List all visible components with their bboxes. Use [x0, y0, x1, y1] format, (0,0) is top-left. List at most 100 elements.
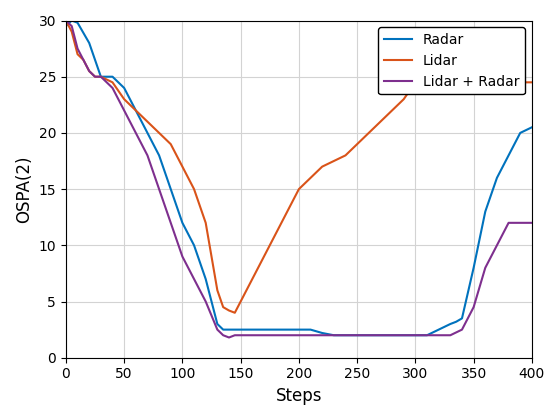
Lidar + Radar — [156, 186, 162, 192]
Lidar + Radar — [464, 316, 471, 321]
Radar — [505, 153, 512, 158]
Radar — [319, 331, 325, 336]
Lidar + Radar — [505, 220, 512, 226]
Lidar — [237, 299, 244, 304]
Radar — [389, 333, 395, 338]
Lidar + Radar — [97, 74, 104, 79]
Radar — [272, 327, 279, 332]
Line: Radar: Radar — [66, 21, 532, 335]
Radar — [220, 327, 227, 332]
Lidar + Radar — [389, 333, 395, 338]
Lidar + Radar — [121, 108, 128, 113]
Lidar — [63, 18, 69, 23]
Lidar — [296, 186, 302, 192]
Lidar — [529, 80, 535, 85]
Lidar — [319, 164, 325, 169]
Lidar — [226, 308, 232, 313]
Lidar — [377, 119, 384, 124]
Lidar + Radar — [86, 68, 92, 74]
Lidar — [80, 57, 87, 62]
Lidar + Radar — [330, 333, 337, 338]
Radar — [249, 327, 256, 332]
Lidar + Radar — [249, 333, 256, 338]
Lidar + Radar — [366, 333, 372, 338]
Radar — [121, 85, 128, 90]
Lidar — [505, 80, 512, 85]
Lidar + Radar — [493, 243, 500, 248]
Lidar — [92, 74, 99, 79]
Radar — [400, 333, 407, 338]
Radar — [284, 327, 291, 332]
Lidar — [330, 158, 337, 163]
Lidar — [86, 68, 92, 74]
Line: Lidar: Lidar — [66, 21, 532, 313]
Radar — [191, 243, 198, 248]
Lidar — [459, 80, 465, 85]
Lidar + Radar — [296, 333, 302, 338]
Lidar — [121, 97, 128, 102]
Lidar — [249, 276, 256, 281]
Radar — [68, 18, 75, 23]
Lidar + Radar — [144, 153, 151, 158]
Lidar + Radar — [447, 333, 454, 338]
Lidar — [517, 80, 524, 85]
Lidar — [366, 130, 372, 135]
Lidar + Radar — [92, 74, 99, 79]
Radar — [156, 153, 162, 158]
Radar — [109, 74, 116, 79]
Lidar + Radar — [424, 333, 431, 338]
Radar — [424, 333, 431, 338]
Lidar + Radar — [237, 333, 244, 338]
Radar — [412, 333, 419, 338]
Y-axis label: OSPA(2): OSPA(2) — [15, 155, 33, 223]
Radar — [470, 265, 477, 270]
Lidar — [412, 80, 419, 85]
Lidar + Radar — [68, 24, 75, 29]
Lidar + Radar — [214, 327, 221, 332]
Radar — [63, 24, 69, 29]
Lidar + Radar — [63, 18, 69, 23]
Lidar + Radar — [529, 220, 535, 226]
Lidar — [202, 220, 209, 226]
Lidar — [482, 80, 489, 85]
Radar — [517, 130, 524, 135]
Lidar + Radar — [167, 220, 174, 226]
Lidar — [400, 97, 407, 102]
Lidar + Radar — [377, 333, 384, 338]
Lidar + Radar — [412, 333, 419, 338]
Line: Lidar + Radar: Lidar + Radar — [66, 21, 532, 338]
Lidar + Radar — [517, 220, 524, 226]
Radar — [482, 209, 489, 214]
Radar — [354, 333, 361, 338]
Lidar + Radar — [482, 265, 489, 270]
Lidar + Radar — [260, 333, 267, 338]
Lidar — [220, 304, 227, 310]
Lidar + Radar — [307, 333, 314, 338]
Radar — [179, 220, 186, 226]
Lidar + Radar — [284, 333, 291, 338]
Lidar + Radar — [80, 57, 87, 62]
Lidar — [447, 80, 454, 85]
Radar — [86, 40, 92, 45]
Radar — [214, 321, 221, 326]
Legend: Radar, Lidar, Lidar + Radar: Radar, Lidar, Lidar + Radar — [379, 27, 525, 94]
Radar — [74, 20, 81, 25]
Lidar + Radar — [220, 333, 227, 338]
Radar — [167, 186, 174, 192]
Lidar + Radar — [109, 85, 116, 90]
Radar — [330, 333, 337, 338]
Radar — [260, 327, 267, 332]
Lidar + Radar — [272, 333, 279, 338]
Lidar + Radar — [459, 327, 465, 332]
Lidar — [109, 80, 116, 85]
Lidar — [260, 254, 267, 259]
Radar — [144, 130, 151, 135]
Lidar — [342, 153, 349, 158]
Radar — [459, 316, 465, 321]
Lidar — [493, 80, 500, 85]
Lidar — [307, 176, 314, 181]
Radar — [529, 125, 535, 130]
Radar — [237, 327, 244, 332]
Radar — [447, 321, 454, 326]
Lidar + Radar — [231, 333, 238, 338]
